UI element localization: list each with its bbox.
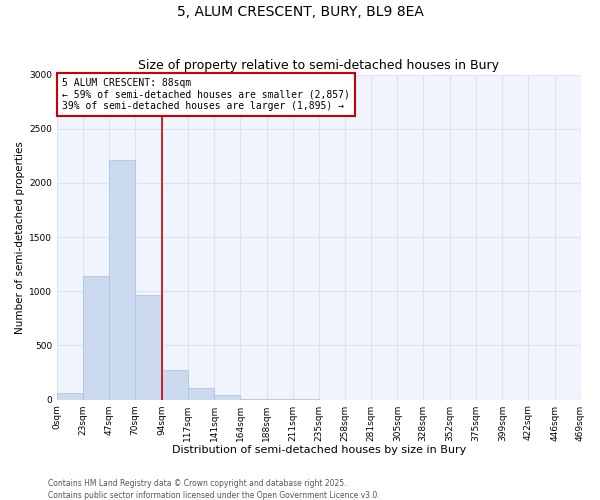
Bar	[83, 276, 109, 400]
Bar	[57, 393, 83, 400]
Text: Contains HM Land Registry data © Crown copyright and database right 2025.
Contai: Contains HM Land Registry data © Crown c…	[48, 478, 380, 500]
Bar	[135, 294, 162, 400]
X-axis label: Distribution of semi-detached houses by size in Bury: Distribution of semi-detached houses by …	[172, 445, 466, 455]
Bar	[240, 399, 267, 400]
Bar	[214, 396, 240, 400]
Bar	[162, 370, 188, 400]
Y-axis label: Number of semi-detached properties: Number of semi-detached properties	[15, 140, 25, 334]
Bar	[109, 160, 135, 400]
Text: 5, ALUM CRESCENT, BURY, BL9 8EA: 5, ALUM CRESCENT, BURY, BL9 8EA	[176, 5, 424, 19]
Text: 5 ALUM CRESCENT: 88sqm
← 59% of semi-detached houses are smaller (2,857)
39% of : 5 ALUM CRESCENT: 88sqm ← 59% of semi-det…	[62, 78, 350, 111]
Bar	[188, 388, 214, 400]
Title: Size of property relative to semi-detached houses in Bury: Size of property relative to semi-detach…	[138, 59, 499, 72]
